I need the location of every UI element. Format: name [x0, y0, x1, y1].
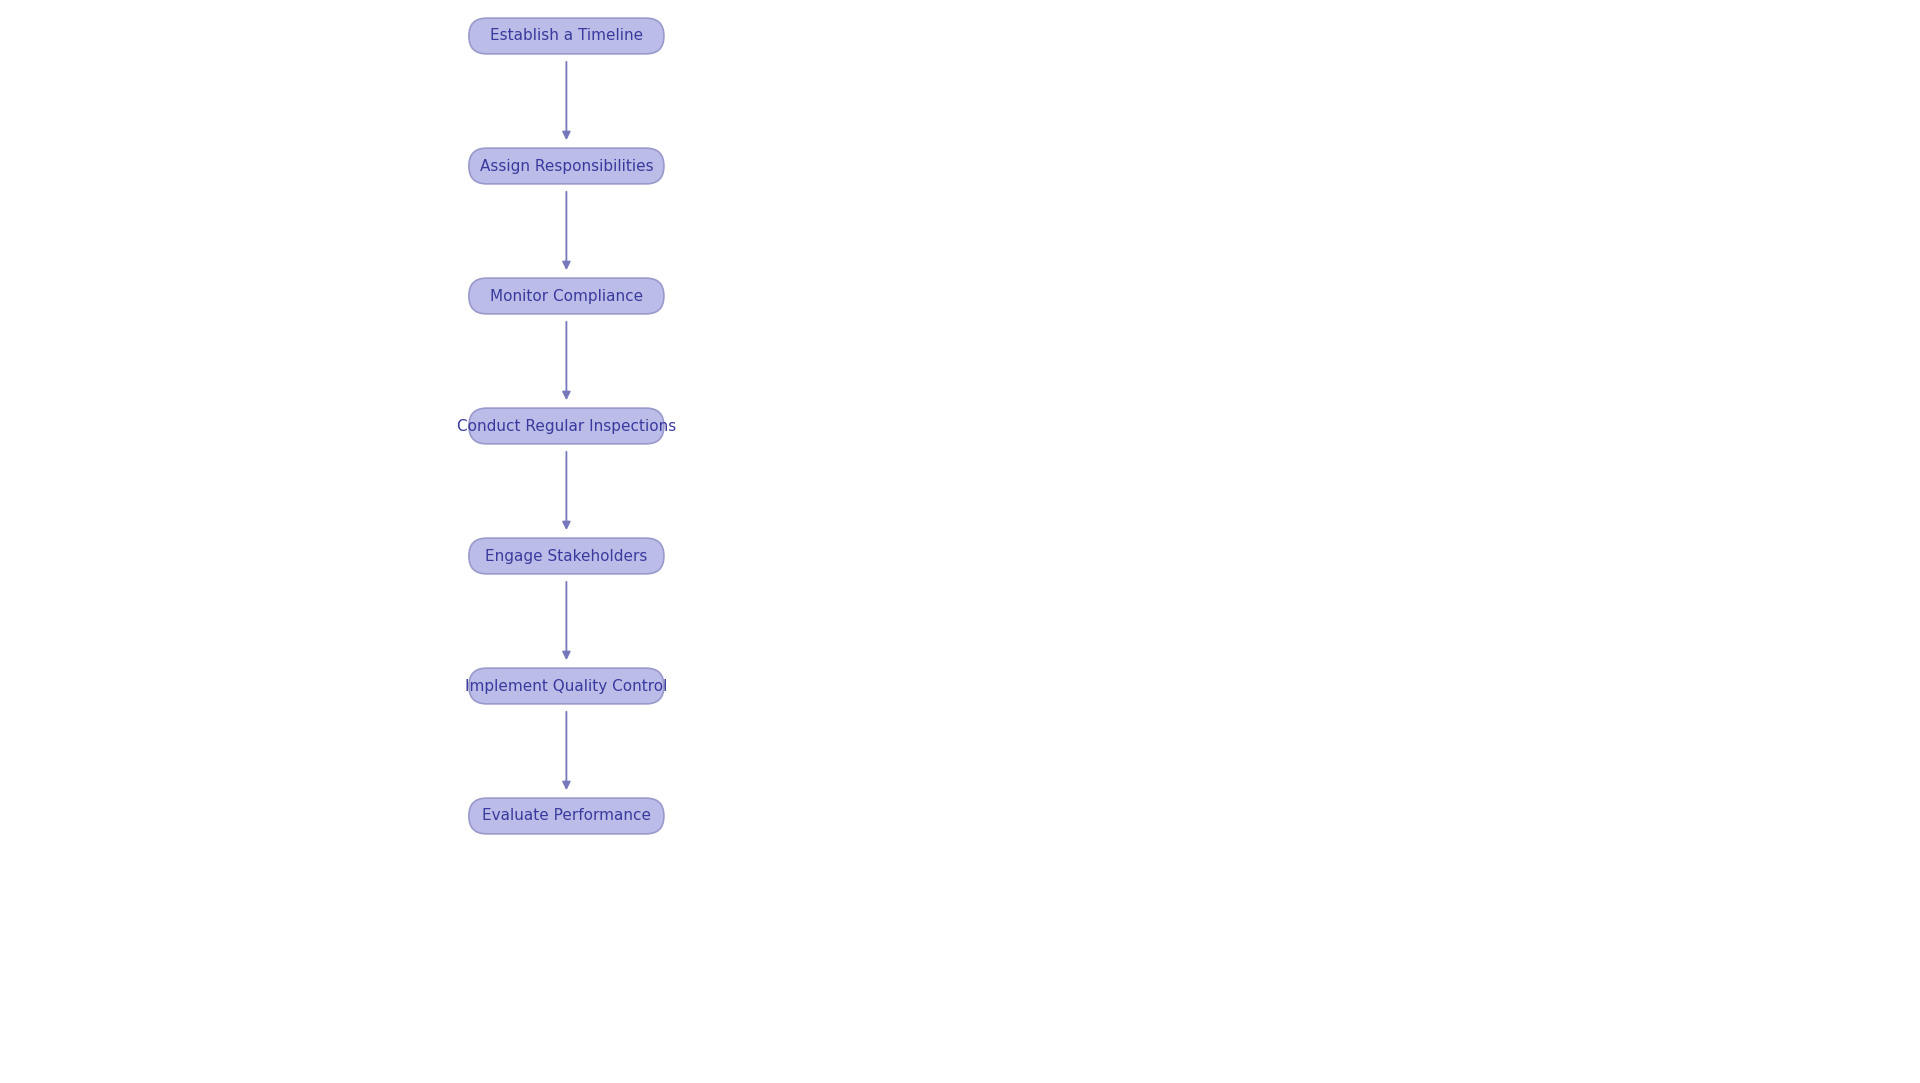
FancyBboxPatch shape	[468, 278, 664, 314]
FancyBboxPatch shape	[468, 18, 664, 54]
FancyBboxPatch shape	[468, 408, 664, 444]
Text: Monitor Compliance: Monitor Compliance	[490, 288, 643, 303]
FancyBboxPatch shape	[468, 148, 664, 184]
FancyBboxPatch shape	[468, 538, 664, 574]
FancyBboxPatch shape	[468, 798, 664, 834]
Text: Establish a Timeline: Establish a Timeline	[490, 28, 643, 43]
Text: Assign Responsibilities: Assign Responsibilities	[480, 158, 653, 173]
FancyBboxPatch shape	[468, 668, 664, 704]
Text: Implement Quality Control: Implement Quality Control	[465, 679, 668, 693]
Text: Conduct Regular Inspections: Conduct Regular Inspections	[457, 418, 676, 433]
Text: Engage Stakeholders: Engage Stakeholders	[486, 548, 647, 563]
Text: Evaluate Performance: Evaluate Performance	[482, 809, 651, 823]
